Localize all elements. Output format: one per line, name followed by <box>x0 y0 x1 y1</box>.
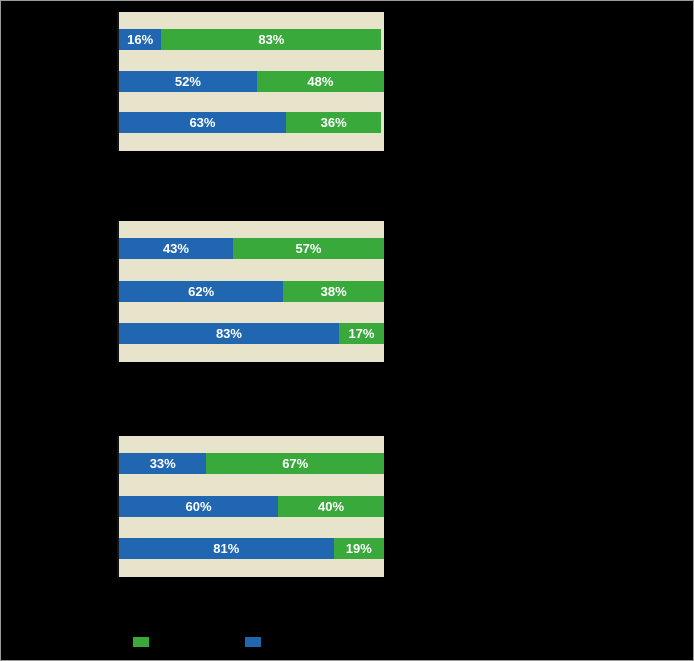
bar-segment-label: 62% <box>188 283 215 299</box>
bar-segment-blue: 60% <box>119 495 278 517</box>
bar-segment-label: 38% <box>320 283 347 299</box>
bar-segment-label: 83% <box>258 32 285 47</box>
bar-segment-green: 67% <box>206 453 384 474</box>
bar-segment-label: 33% <box>149 456 176 471</box>
bar-segment-label: 67% <box>282 456 309 471</box>
stacked-bar-row: 83% 17% <box>119 323 384 344</box>
bar-segment-label: 48% <box>307 73 334 89</box>
bar-segment-label: 63% <box>189 115 216 130</box>
bar-segment-label: 52% <box>174 73 201 89</box>
bar-segment-blue: 83% <box>119 323 339 344</box>
stacked-bar-row: 63% 36% <box>119 112 384 133</box>
stacked-bar-chart-panel: 16% 83% 52% 48% 63% 36% <box>117 12 384 151</box>
bar-segment-blue: 62% <box>119 280 284 302</box>
stacked-bar-row: 62% 38% <box>119 280 384 302</box>
bar-segment-blue: 33% <box>119 453 207 474</box>
stacked-bar-row: 43% 57% <box>119 238 384 259</box>
bar-segment-label: 81% <box>213 541 240 556</box>
stacked-bar-row: 33% 67% <box>119 453 384 474</box>
bar-segment-green: 83% <box>161 29 382 50</box>
bar-segment-green: 19% <box>333 538 384 559</box>
bar-segment-green: 36% <box>285 112 382 133</box>
legend-blue-swatch <box>245 637 261 647</box>
stacked-bar-chart-panel: 43% 57% 62% 38% 83% 17% <box>117 221 384 362</box>
bar-segment-blue: 16% <box>119 29 162 50</box>
bar-segment-green: 17% <box>338 323 384 344</box>
bar-segment-label: 57% <box>295 241 322 256</box>
bar-segment-label: 60% <box>185 498 212 514</box>
stacked-bar-row: 81% 19% <box>119 538 384 559</box>
stacked-bar-row: 52% 48% <box>119 70 384 92</box>
bar-segment-blue: 81% <box>119 538 334 559</box>
bar-segment-label: 43% <box>162 241 189 256</box>
legend-green-swatch <box>133 637 149 647</box>
bar-segment-green: 57% <box>232 238 384 259</box>
bar-segment-green: 40% <box>278 495 384 517</box>
bar-segment-label: 40% <box>317 498 345 514</box>
bar-segment-green: 38% <box>283 280 384 302</box>
bar-segment-label: 19% <box>345 541 372 556</box>
bar-segment-blue: 63% <box>119 112 286 133</box>
bar-segment-label: 36% <box>320 115 347 130</box>
bar-segment-green: 48% <box>256 70 384 92</box>
bar-segment-label: 16% <box>127 32 154 47</box>
stacked-bar-chart-panel: 33% 67% 60% 40% 81% 19% <box>117 436 384 577</box>
bar-segment-blue: 43% <box>119 238 233 259</box>
stacked-bar-row: 60% 40% <box>119 495 384 517</box>
bar-segment-blue: 52% <box>119 70 257 92</box>
stacked-bar-row: 16% 83% <box>119 29 384 50</box>
bar-segment-label: 17% <box>348 326 375 341</box>
bar-segment-label: 83% <box>215 326 242 341</box>
